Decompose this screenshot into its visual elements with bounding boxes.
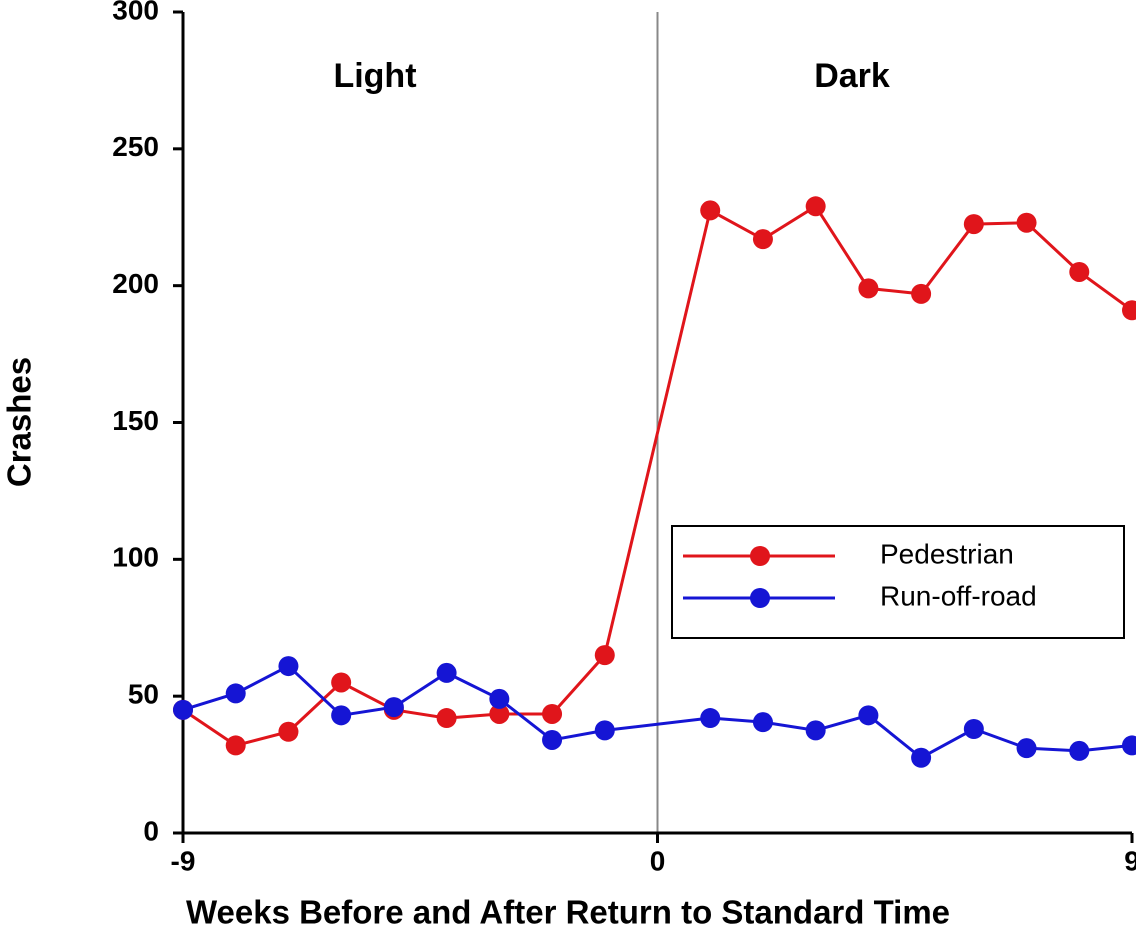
point [436, 708, 457, 729]
point [752, 229, 773, 250]
point [1122, 300, 1136, 321]
y-tick-label: 100 [112, 542, 159, 573]
x-axis-title: Weeks Before and After Return to Standar… [186, 894, 950, 931]
point [911, 747, 932, 768]
point [963, 719, 984, 740]
point [858, 705, 879, 726]
annotation: Dark [814, 57, 890, 95]
annotation: Light [333, 57, 416, 95]
point [173, 699, 193, 720]
point [489, 703, 510, 724]
point [963, 214, 984, 235]
legend-label: Pedestrian [880, 538, 1014, 569]
y-tick-label: 200 [112, 268, 159, 299]
y-axis-title: Crashes [1, 357, 38, 487]
point [225, 683, 246, 704]
y-tick-label: 300 [112, 0, 159, 25]
y-tick-label: 50 [128, 679, 159, 710]
point [1069, 740, 1090, 761]
y-tick-label: 250 [112, 131, 159, 162]
point [331, 672, 352, 693]
y-tick-label: 150 [112, 405, 159, 436]
point [436, 662, 457, 683]
x-tick-label: 0 [650, 845, 666, 876]
point [1122, 735, 1136, 756]
point [858, 278, 879, 299]
point [278, 721, 299, 742]
point [542, 729, 563, 750]
legend-marker [750, 546, 770, 566]
legend-box [671, 525, 1125, 639]
legend-label: Run-off-road [880, 580, 1037, 611]
legend-marker [750, 588, 770, 608]
point [911, 283, 932, 304]
point [1016, 212, 1037, 233]
point [489, 688, 510, 709]
point [542, 703, 563, 724]
point [805, 720, 826, 741]
x-tick-label: -9 [171, 845, 196, 876]
point [700, 708, 721, 729]
point [1016, 738, 1037, 759]
point [225, 735, 246, 756]
point [383, 697, 404, 718]
point [805, 196, 826, 217]
point [594, 720, 615, 741]
y-tick-label: 0 [143, 815, 159, 846]
point [331, 705, 352, 726]
point [594, 645, 615, 666]
point [1069, 261, 1090, 282]
point [278, 656, 299, 677]
point [752, 712, 773, 733]
point [700, 200, 721, 221]
x-tick-label: 9 [1124, 845, 1136, 876]
